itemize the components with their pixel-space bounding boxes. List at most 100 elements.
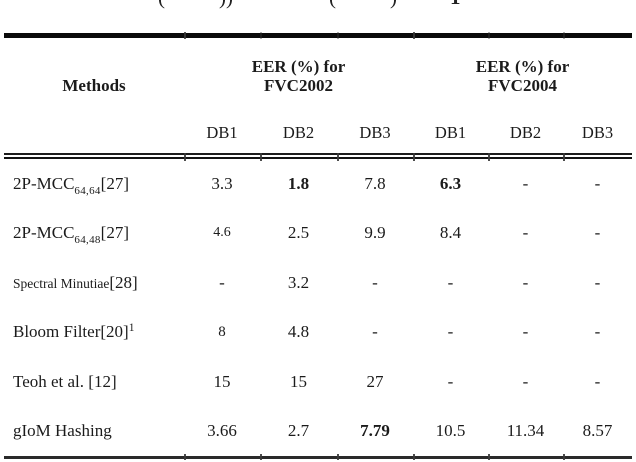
caption-fragment: 1 (450, 0, 461, 10)
eer-value: 15 (213, 371, 231, 391)
eer-value: - (372, 322, 378, 342)
eer-value: - (447, 322, 454, 342)
eer-value: 8.57 (582, 421, 613, 441)
column-tick (413, 32, 415, 39)
table-row: Teoh et al. [12] 15 15 27 - - - (4, 357, 632, 407)
caption-fragment: ( (329, 0, 336, 10)
method-name: Bloom Filter[20]1 (13, 322, 135, 342)
eer-value: - (522, 371, 529, 391)
group-header-line2: FVC2004 (488, 75, 557, 95)
eer-value: 8 (218, 323, 226, 340)
eer-value: 2.5 (287, 223, 310, 243)
header-group-row: Methods EER (%) for FVC2002 EER (%) for … (4, 38, 632, 113)
eer-value: - (522, 272, 529, 292)
caption-fragment: ) (390, 0, 397, 10)
eer-value: - (447, 371, 454, 391)
group-header-line1: EER (%) for (251, 56, 346, 76)
table-mid-rule (4, 153, 632, 161)
group-header-fvc2004: EER (%) for FVC2004 (413, 38, 632, 113)
eer-value: 15 (290, 371, 307, 391)
eer-value: - (522, 173, 529, 193)
caption-fragment: ( (158, 0, 165, 10)
results-table: Methods EER (%) for FVC2002 EER (%) for … (4, 32, 632, 460)
db-column-header: DB3 (581, 123, 614, 142)
column-tick (563, 454, 565, 460)
column-tick (184, 32, 186, 39)
eer-value: - (522, 322, 529, 342)
eer-value: 27 (366, 371, 384, 391)
column-tick (413, 454, 415, 460)
column-tick (184, 454, 186, 460)
methods-column-header: Methods (62, 76, 126, 95)
column-tick (488, 153, 490, 161)
eer-value: 3.66 (207, 421, 237, 441)
header-db-row: DB1 DB2 DB3 DB1 DB2 DB3 (4, 113, 632, 153)
column-tick (337, 454, 339, 460)
db-column-header: DB1 (434, 123, 467, 142)
column-tick (488, 32, 490, 39)
method-subscript: 64,48 (74, 234, 101, 247)
eer-value: 4.8 (287, 322, 310, 342)
column-tick (413, 153, 415, 161)
eer-value: 2.7 (287, 421, 310, 441)
table-row: Bloom Filter[20]1 8 4.8 - - - - (4, 308, 632, 358)
eer-value: - (594, 371, 601, 391)
column-tick (184, 153, 186, 161)
eer-value-best: 6.3 (439, 173, 462, 193)
eer-value-best: 7.79 (360, 421, 390, 441)
group-header-line2: FVC2002 (264, 75, 333, 95)
citation-ref: [12] (88, 371, 117, 391)
table-row: gIoM Hashing 3.66 2.7 7.79 10.5 11.34 8.… (4, 407, 632, 457)
group-header-fvc2002: EER (%) for FVC2002 (184, 38, 413, 113)
method-name: 2P-MCC64,64[27] (13, 173, 129, 197)
eer-value: 8.4 (439, 223, 462, 243)
eer-value: - (594, 173, 601, 193)
method-name: Teoh et al. [12] (13, 371, 117, 391)
column-tick (260, 153, 262, 161)
eer-value: - (594, 223, 601, 243)
db-column-header: DB2 (282, 123, 315, 142)
eer-value: 11.34 (506, 421, 545, 441)
column-tick (337, 32, 339, 39)
method-name: 2P-MCC64,48[27] (13, 223, 129, 247)
eer-value: - (522, 223, 529, 243)
eer-value: 10.5 (435, 421, 466, 441)
group-header-line1: EER (%) for (475, 56, 570, 76)
method-subscript: 64,64 (74, 184, 101, 197)
eer-value: 3.3 (211, 173, 233, 193)
db-column-header: DB1 (206, 123, 238, 142)
eer-value: 9.9 (364, 223, 386, 243)
citation-ref: [28] (109, 272, 138, 292)
db-column-header: DB2 (509, 123, 542, 142)
db-column-header: DB3 (359, 123, 391, 142)
table-row: 2P-MCC64,48[27] 4.6 2.5 9.9 8.4 - - (4, 209, 632, 259)
eer-value: - (372, 272, 378, 292)
table-bottom-rule (4, 454, 632, 460)
citation-ref: [27] (100, 173, 129, 193)
citation-ref: [20] (100, 322, 129, 342)
footnote-marker: 1 (128, 322, 135, 335)
eer-value: - (594, 272, 601, 292)
eer-value-best: 1.8 (287, 173, 310, 193)
column-tick (260, 454, 262, 460)
column-tick (563, 153, 565, 161)
eer-value: 3.2 (287, 272, 310, 292)
table-row: 2P-MCC64,64[27] 3.3 1.8 7.8 6.3 - - (4, 159, 632, 209)
eer-value: 7.8 (364, 173, 386, 193)
citation-ref: [27] (100, 223, 129, 243)
table-top-rule (4, 32, 632, 39)
column-tick (563, 32, 565, 39)
column-tick (260, 32, 262, 39)
column-tick (488, 454, 490, 460)
method-name: gIoM Hashing (13, 421, 112, 441)
table-row: Spectral Minutiae[28] - 3.2 - - - - (4, 258, 632, 308)
eer-value: - (447, 272, 454, 292)
caption-fragment: )) (219, 0, 233, 10)
column-tick (337, 153, 339, 161)
method-name: Spectral Minutiae[28] (13, 272, 138, 292)
eer-value: 4.6 (213, 225, 231, 241)
eer-value: - (219, 272, 225, 292)
eer-value: - (594, 322, 601, 342)
clipped-caption-line: ( )) ( ) 1 (0, 0, 636, 10)
